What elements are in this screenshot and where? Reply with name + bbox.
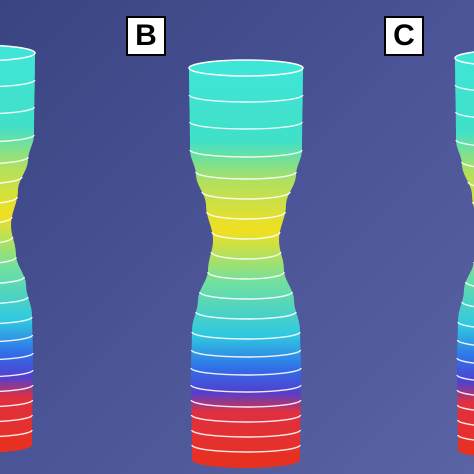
vessel-ring (0, 334, 34, 343)
vessel-bottom (458, 444, 474, 456)
vessel-right (454, 51, 474, 456)
panel-label: B (135, 19, 157, 52)
vessel-ring (0, 399, 34, 408)
vessel-ring (189, 149, 303, 158)
vessel-ring (198, 291, 294, 300)
vessel-ring (0, 236, 14, 244)
vessel-ring (0, 106, 35, 115)
vessel-ring (0, 414, 33, 423)
vessel-ring (195, 311, 297, 320)
vessel-ring (210, 251, 282, 260)
vessel-top (188, 59, 304, 77)
vessel-top (0, 44, 36, 62)
vessel-ring (188, 94, 304, 103)
label-box (384, 16, 424, 56)
vessel-ring (455, 111, 474, 118)
vessel-ring (207, 271, 285, 280)
vessel-ring (190, 384, 302, 393)
vessel-ring (0, 79, 36, 88)
vessel-body (189, 68, 303, 460)
vessel-ring (461, 161, 474, 168)
vessel-body (455, 58, 474, 450)
vessel-ring (455, 139, 474, 146)
vessel-bottom (0, 437, 32, 453)
label-box (126, 16, 166, 56)
vessel-ring (456, 339, 474, 346)
vessel-ring (191, 444, 301, 453)
vessel-ring (190, 399, 302, 408)
vessel-left (0, 44, 36, 453)
vessel-ring (456, 357, 474, 364)
vessel-ring (461, 301, 474, 308)
vessel-ring (456, 374, 474, 381)
vessel-ring (0, 134, 35, 143)
vessel-ring (457, 321, 474, 328)
vessel-ring (191, 331, 301, 340)
panel-label: C (393, 19, 415, 52)
vessel-ring (0, 196, 19, 204)
vessel-ring (211, 231, 281, 240)
vessel-ring (0, 429, 33, 438)
vessel-ring (467, 181, 474, 187)
vessel-ring (464, 281, 474, 287)
vessel-ring (0, 276, 26, 284)
vessel-ring (195, 171, 297, 180)
vessel-ring (190, 349, 302, 358)
vessel-ring (189, 121, 303, 130)
vessel-ring (456, 389, 474, 396)
vessel-ring (457, 419, 474, 426)
vessel-ring (0, 176, 23, 184)
vessel-ring (457, 434, 474, 441)
vessel-ring (191, 429, 301, 438)
vessel-ring (0, 296, 29, 304)
vessel-ring (190, 414, 302, 423)
vessel-ring (0, 384, 34, 393)
vessel-ring (205, 211, 287, 220)
vessel-ring (0, 256, 17, 264)
vessel-ring (190, 367, 302, 376)
vessel-top (454, 51, 474, 65)
vessel-bottom (192, 452, 300, 468)
vessel-ring (0, 156, 29, 164)
vessel-ring (456, 404, 474, 411)
vessel-body (0, 53, 35, 445)
vessel-ring (0, 352, 34, 361)
vessel-ring (201, 191, 291, 200)
vessel-ring (454, 84, 474, 91)
vessel-ring (0, 369, 34, 378)
vessel-ring (0, 316, 33, 325)
vessel-center (188, 59, 304, 468)
vessel-ring (0, 216, 13, 223)
